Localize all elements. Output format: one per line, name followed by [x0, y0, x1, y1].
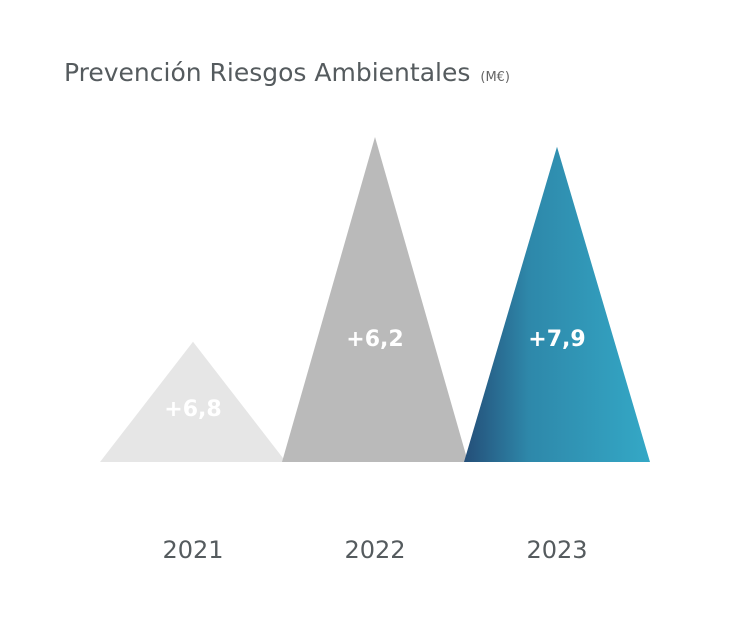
data-label-2021: +6,8: [164, 397, 221, 422]
chart-unit: (M€): [480, 70, 511, 85]
chart-title: Prevención Riesgos Ambientales: [64, 58, 471, 87]
chart-marks: [100, 137, 650, 462]
data-label-2022: +6,2: [346, 327, 403, 352]
triangle-bar-2021: [100, 341, 286, 462]
category-label-2023: 2023: [526, 536, 587, 564]
chart-title-row: Prevención Riesgos Ambientales (M€): [64, 58, 510, 87]
category-label-2021: 2021: [162, 536, 223, 564]
category-label-2022: 2022: [344, 536, 405, 564]
triangle-bar-2023: [464, 146, 650, 462]
triangle-bar-2022: [282, 137, 468, 462]
data-label-2023: +7,9: [528, 327, 585, 352]
chart-labels: +6,8 2021 +6,2 2022 +7,9 2023: [162, 327, 587, 564]
